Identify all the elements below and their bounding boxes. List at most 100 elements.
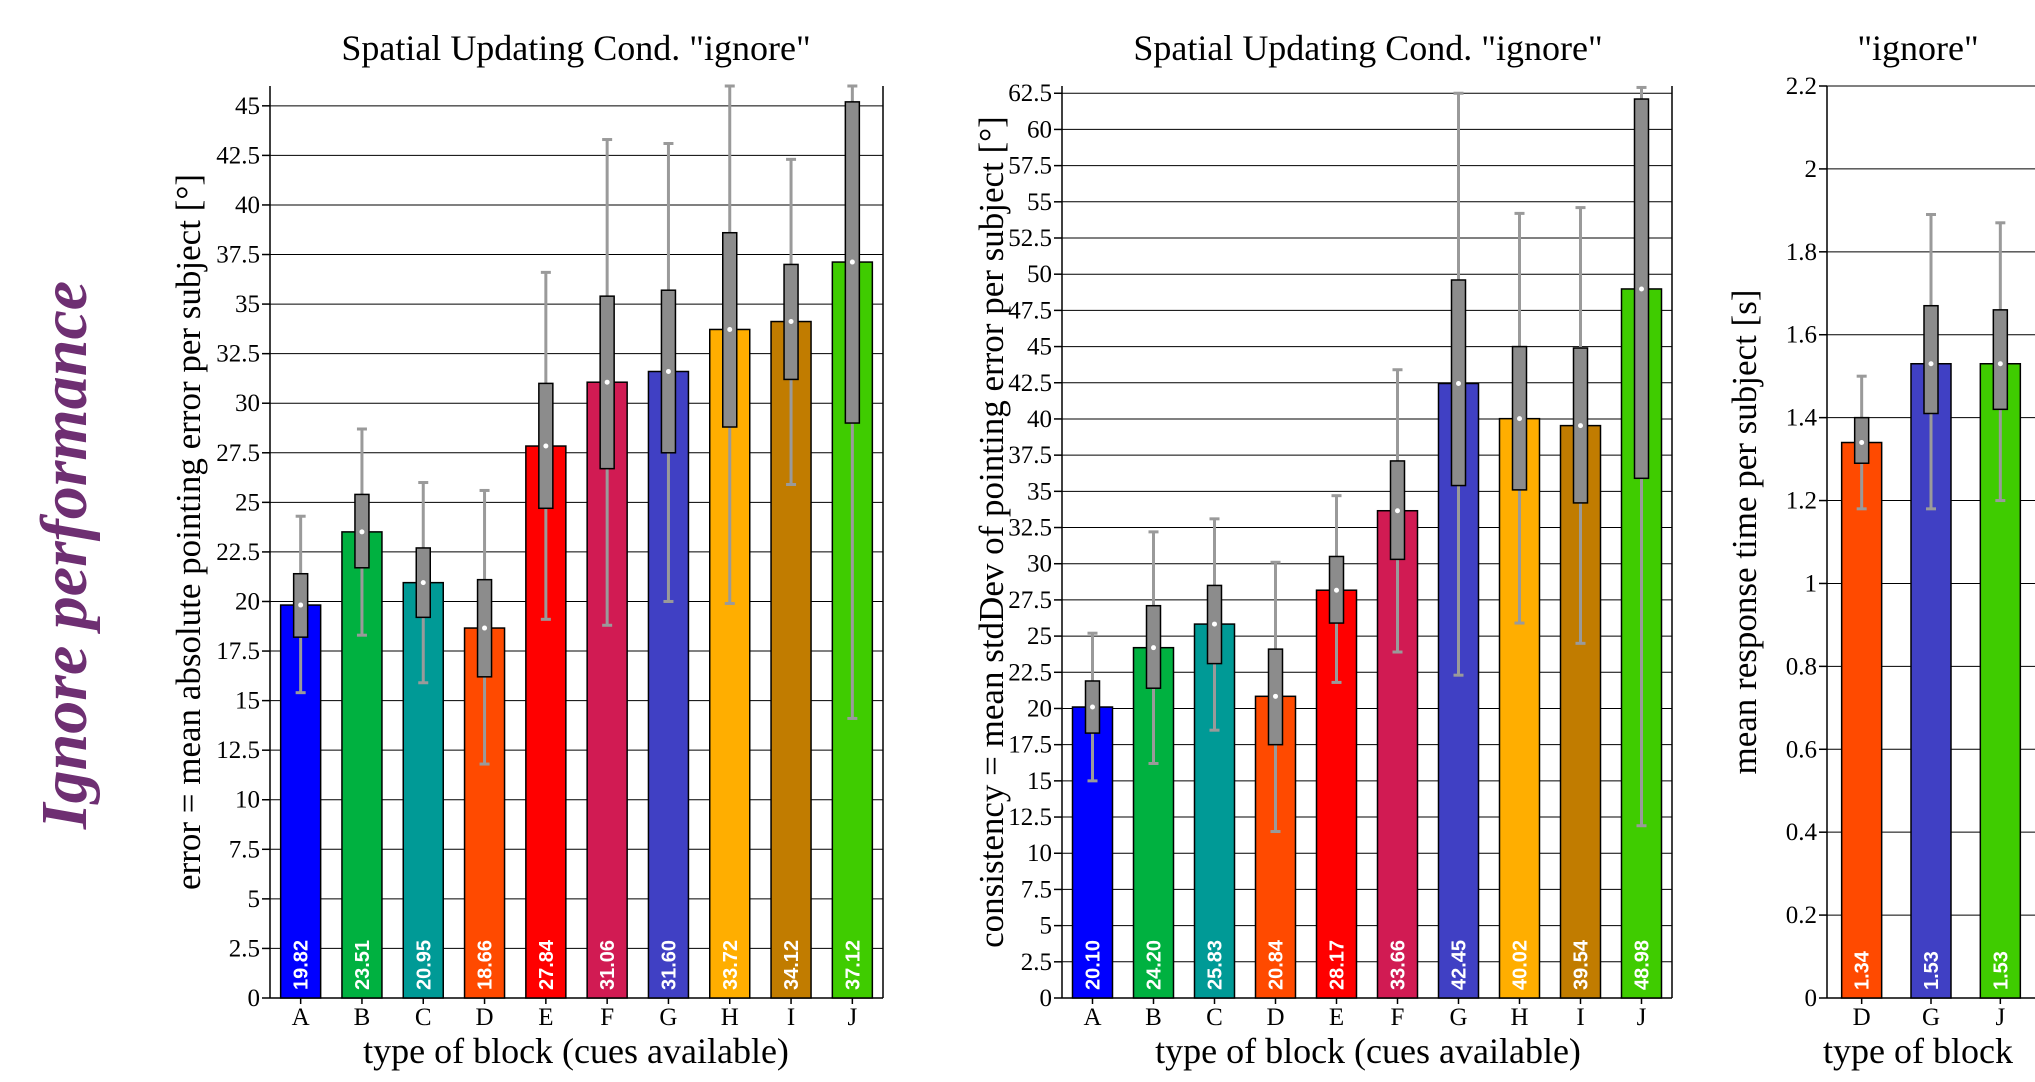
y-tick-label: 0.8 <box>1786 653 1817 680</box>
x-tick-label: I <box>1576 1004 1584 1031</box>
mean-dot <box>1273 693 1278 699</box>
y-tick-label: 1 <box>1805 570 1818 597</box>
y-tick-label: 10 <box>235 787 260 814</box>
y-tick-label: 40 <box>1027 406 1052 433</box>
mean-dot <box>788 319 794 325</box>
y-tick-label: 5 <box>248 886 261 913</box>
x-tick-label: A <box>1083 1004 1101 1031</box>
bar-value-label: 39.54 <box>1571 939 1593 990</box>
bar-value-label: 19.82 <box>291 940 313 990</box>
y-tick-label: 52.5 <box>1008 225 1052 252</box>
mean-dot <box>849 259 855 265</box>
chart-title: "ignore" <box>1857 28 1978 68</box>
y-tick-label: 27.5 <box>1008 587 1052 614</box>
x-tick-label: H <box>1510 1004 1528 1031</box>
y-tick-label: 7.5 <box>229 836 260 863</box>
y-tick-label: 25 <box>235 489 260 516</box>
bar-value-label: 28.17 <box>1327 940 1349 990</box>
bar <box>1840 441 1883 999</box>
x-tick-label: J <box>1995 1004 2005 1031</box>
y-tick-label: 20 <box>235 588 260 615</box>
y-tick-label: 35 <box>235 291 260 318</box>
mean-dot <box>482 625 488 631</box>
bar-value-label: 1.34 <box>1852 950 1874 990</box>
x-axis-title: type of block <box>1823 1031 2013 1071</box>
bar-value-label: 34.12 <box>781 940 803 990</box>
y-tick-label: 5 <box>1040 913 1053 940</box>
y-tick-label: 22.5 <box>1008 659 1052 686</box>
y-tick-label: 62.5 <box>1008 80 1052 107</box>
mean-dot <box>1334 587 1339 593</box>
x-tick-label: H <box>721 1004 739 1031</box>
y-tick-label: 1.8 <box>1786 239 1817 266</box>
error-box <box>1923 304 1939 415</box>
y-tick-label: 32.5 <box>1008 515 1052 542</box>
bar-value-label: 31.60 <box>658 940 680 990</box>
y-tick-label: 12.5 <box>216 737 260 764</box>
x-tick-label: B <box>1145 1004 1162 1031</box>
error-box <box>1992 309 2009 411</box>
y-tick-label: 15 <box>235 688 260 715</box>
mean-dot <box>1090 704 1095 710</box>
y-tick-label: 47.5 <box>1008 297 1052 324</box>
y-tick-label: 17.5 <box>216 638 260 665</box>
bar-value-label: 20.84 <box>1266 939 1288 990</box>
y-tick-label: 57.5 <box>1008 153 1052 180</box>
y-tick-label: 27.5 <box>216 440 260 467</box>
y-tick-label: 2.2 <box>1786 73 1817 100</box>
y-tick-label: 2 <box>1805 156 1818 183</box>
x-tick-label: G <box>659 1004 677 1031</box>
bar-value-label: 1.53 <box>1921 951 1943 990</box>
mean-dot <box>359 529 365 535</box>
y-tick-label: 20 <box>1027 695 1052 722</box>
bar-value-label: 37.12 <box>842 940 864 990</box>
bar-value-label: 23.51 <box>352 940 374 990</box>
bar-value-label: 40.02 <box>1510 940 1532 990</box>
mean-dot <box>543 443 549 449</box>
chart-title: Spatial Updating Cond. "ignore" <box>1133 28 1602 68</box>
y-tick-label: 42.5 <box>1008 370 1052 397</box>
y-tick-label: 2.5 <box>1021 949 1052 976</box>
bar-value-label: 42.45 <box>1449 940 1471 990</box>
mean-dot <box>665 368 671 374</box>
y-tick-label: 0 <box>1805 985 1818 1012</box>
bar-value-label: 1.53 <box>1990 951 2012 990</box>
y-tick-label: 1.2 <box>1786 488 1817 515</box>
mean-dot <box>1456 380 1461 386</box>
bar-value-label: 25.83 <box>1205 940 1227 990</box>
y-tick-label: 0 <box>248 985 261 1012</box>
x-tick-label: I <box>787 1004 795 1031</box>
x-tick-label: F <box>1391 1004 1405 1031</box>
mean-dot <box>1578 423 1583 429</box>
y-axis-title: error = mean absolute pointing error per… <box>169 174 208 890</box>
y-tick-label: 2.5 <box>229 935 260 962</box>
x-tick-label: D <box>1853 1004 1871 1031</box>
x-tick-label: J <box>847 1004 857 1031</box>
y-tick-label: 1.6 <box>1786 322 1817 349</box>
y-tick-label: 10 <box>1027 840 1052 867</box>
mean-dot <box>1997 361 2003 367</box>
x-tick-label: G <box>1449 1004 1467 1031</box>
mean-dot <box>1151 645 1156 651</box>
mean-dot <box>420 580 426 586</box>
mean-dot <box>1395 508 1400 514</box>
y-tick-label: 37.5 <box>1008 442 1052 469</box>
x-tick-label: B <box>354 1004 371 1031</box>
y-tick-label: 1.4 <box>1786 405 1818 432</box>
y-tick-label: 35 <box>1027 478 1052 505</box>
x-tick-label: E <box>538 1004 553 1031</box>
y-tick-label: 45 <box>235 93 260 120</box>
y-tick-label: 0.2 <box>1786 902 1817 929</box>
x-tick-label: J <box>1637 1004 1647 1031</box>
mean-dot <box>1928 361 1934 367</box>
y-tick-label: 55 <box>1027 189 1052 216</box>
y-tick-label: 22.5 <box>216 539 260 566</box>
x-tick-label: D <box>1266 1004 1284 1031</box>
bar-value-label: 18.66 <box>475 940 497 990</box>
chart-title: Spatial Updating Cond. "ignore" <box>341 28 810 68</box>
bar-value-label: 33.72 <box>720 940 742 990</box>
y-tick-label: 50 <box>1027 261 1052 288</box>
